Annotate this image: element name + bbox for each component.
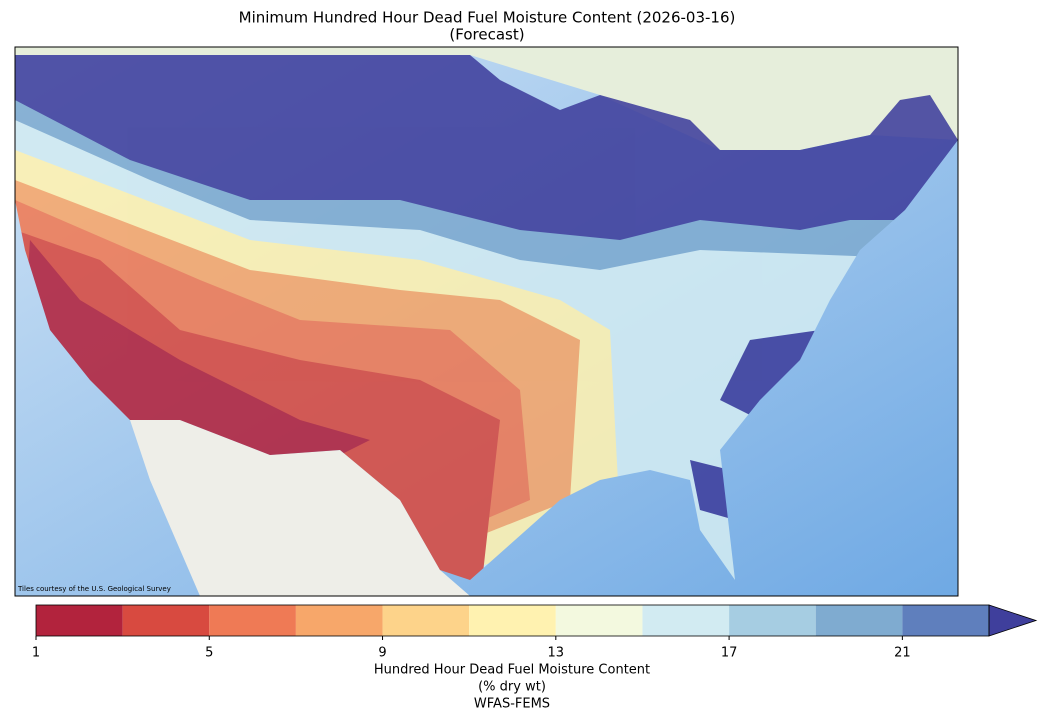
subtitle: (Forecast) bbox=[449, 26, 524, 44]
colorbar-bin bbox=[642, 605, 730, 636]
colorbar-tick-label: 1 bbox=[32, 646, 40, 661]
canada bbox=[15, 47, 958, 150]
colorbar-label: WFAS-FEMS bbox=[474, 697, 550, 712]
colorbar-tick-label: 13 bbox=[548, 646, 565, 661]
colorbar-bin bbox=[469, 605, 556, 636]
map: Tiles courtesy of the U.S. Geological Su… bbox=[15, 47, 958, 596]
colorbar-label: (% dry wt) bbox=[478, 680, 546, 695]
colorbar-tick-label: 21 bbox=[894, 646, 911, 661]
colorbar-bin bbox=[729, 605, 816, 636]
colorbar-extend bbox=[988, 604, 1038, 637]
colorbar-bin bbox=[902, 605, 989, 636]
colorbar-bin bbox=[36, 605, 123, 636]
map-frame bbox=[14, 46, 959, 597]
colorbar: 1 5 9 13 17 21 Hundred Hour Dead Fuel Moisture… bbox=[32, 604, 1038, 712]
colorbar-bin bbox=[122, 605, 210, 636]
title: Minimum Hundred Hour Dead Fuel Moisture … bbox=[239, 9, 736, 27]
colorbar-bin bbox=[555, 605, 643, 636]
colorbar-bin bbox=[815, 605, 903, 636]
colorbar-label: Hundred Hour Dead Fuel Moisture Content bbox=[374, 663, 650, 678]
mexico bbox=[130, 420, 470, 596]
attribution: Tiles courtesy of the U.S. Geological Su… bbox=[17, 585, 171, 593]
colorbar-tick-label: 17 bbox=[721, 646, 738, 661]
colorbar-tick-label: 9 bbox=[378, 646, 386, 661]
colorbar-frame bbox=[35, 604, 990, 637]
colorbar-bin bbox=[382, 605, 470, 636]
colorbar-tick-label: 5 bbox=[205, 646, 213, 661]
colorbar-bin bbox=[209, 605, 296, 636]
colorbar-bin bbox=[295, 605, 383, 636]
